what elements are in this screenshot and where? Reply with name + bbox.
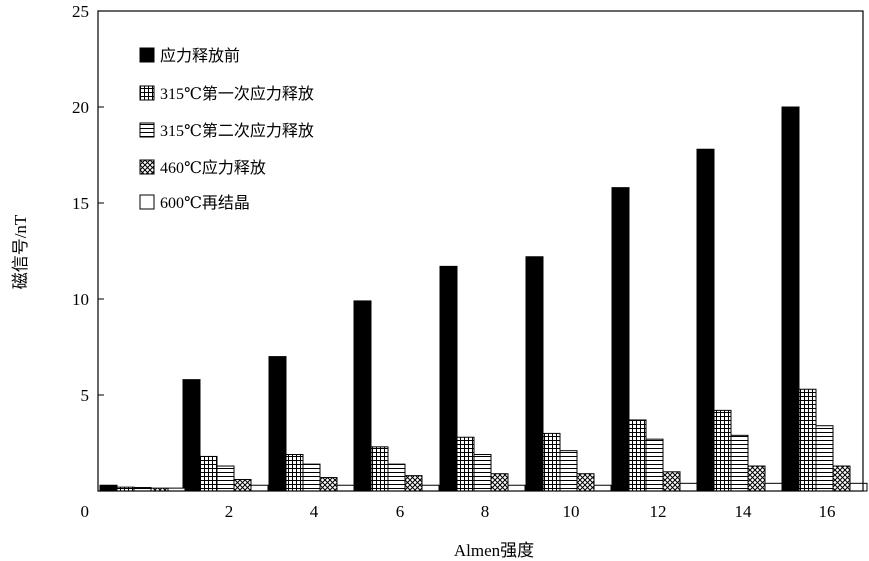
bar-series-4-group-3 — [421, 484, 440, 492]
bar-series-0-group-4 — [439, 265, 458, 492]
bar-series-2-group-7 — [730, 434, 749, 492]
bar-series-4-group-7 — [764, 482, 783, 492]
bar-series-2-group-6 — [645, 438, 664, 492]
bar-series-2-group-1 — [216, 465, 235, 492]
y-tick-label-5: 25 — [72, 2, 89, 21]
bar-series-3-group-4 — [490, 473, 509, 492]
x-tick-label-3: 8 — [481, 502, 490, 521]
y-axis-label: 磁信号/nT — [11, 214, 30, 289]
x-tick-label-4: 10 — [563, 502, 580, 521]
bar-series-1-group-1 — [199, 455, 218, 492]
legend-label-2: 315℃第二次应力释放 — [160, 121, 314, 140]
x-tick-label-2: 6 — [396, 502, 405, 521]
bar-series-4-group-8 — [849, 482, 868, 492]
bar-series-0-group-7 — [696, 148, 715, 492]
bar-series-4-group-1 — [250, 484, 269, 492]
bar-series-0-group-1 — [182, 379, 201, 492]
bar-series-0-group-2 — [268, 356, 287, 492]
bar-series-1-group-3 — [370, 446, 389, 492]
legend-swatch-1 — [139, 85, 155, 101]
bar-series-3-group-6 — [662, 471, 681, 492]
legend-swatch-2 — [139, 122, 155, 138]
bar-series-2-group-3 — [387, 463, 406, 492]
x-axis-label: Almen强度 — [454, 541, 534, 560]
y-tick-label-4: 20 — [72, 98, 89, 117]
bar-series-1-group-6 — [628, 419, 647, 492]
bar-series-4-group-4 — [507, 484, 526, 492]
x-tick-label-0: 2 — [225, 502, 234, 521]
bar-series-3-group-1 — [233, 478, 252, 492]
bar-series-1-group-5 — [542, 432, 561, 492]
plot-frame — [97, 10, 864, 492]
bar-series-3-group-7 — [747, 465, 766, 492]
bar-series-3-group-3 — [404, 475, 423, 492]
bar-series-4-group-5 — [593, 484, 612, 492]
x-tick-label-5: 12 — [650, 502, 667, 521]
bar-series-1-group-2 — [285, 454, 304, 492]
y-tick-label-1: 5 — [81, 386, 90, 405]
bar-series-0-group-0 — [99, 484, 118, 492]
x-tick-label-1: 4 — [310, 502, 319, 521]
x-tick-label-7: 16 — [819, 502, 836, 521]
bar-series-0-group-6 — [611, 187, 630, 492]
legend-label-3: 460℃应力释放 — [160, 158, 266, 177]
bar-series-0-group-5 — [525, 256, 544, 492]
bar-series-3-group-2 — [319, 477, 338, 492]
bar-series-2-group-5 — [559, 450, 578, 492]
bar-series-1-group-4 — [456, 436, 475, 492]
legend-swatch-3 — [139, 159, 155, 175]
legend-label-1: 315℃第一次应力释放 — [160, 84, 314, 103]
bar-series-2-group-4 — [473, 454, 492, 492]
bar-series-4-group-2 — [336, 484, 355, 492]
bar-series-0-group-3 — [353, 300, 372, 492]
y-tick-label-2: 10 — [72, 290, 89, 309]
bar-series-2-group-2 — [302, 463, 321, 492]
bar-series-3-group-8 — [832, 465, 851, 492]
bar-series-0-group-8 — [781, 106, 800, 492]
bar-series-2-group-8 — [815, 425, 834, 492]
y-tick-label-0: 0 — [81, 502, 90, 521]
legend-swatch-0 — [139, 47, 155, 63]
bar-series-1-group-7 — [713, 409, 732, 492]
bar-series-4-group-6 — [679, 482, 698, 492]
legend-swatch-4 — [139, 194, 155, 210]
bar-series-3-group-5 — [576, 473, 595, 492]
legend-label-0: 应力释放前 — [160, 46, 240, 65]
bar-series-1-group-8 — [798, 388, 817, 492]
x-tick-label-6: 14 — [735, 502, 753, 521]
y-tick-label-3: 15 — [72, 194, 89, 213]
legend-label-4: 600℃再结晶 — [160, 194, 250, 212]
